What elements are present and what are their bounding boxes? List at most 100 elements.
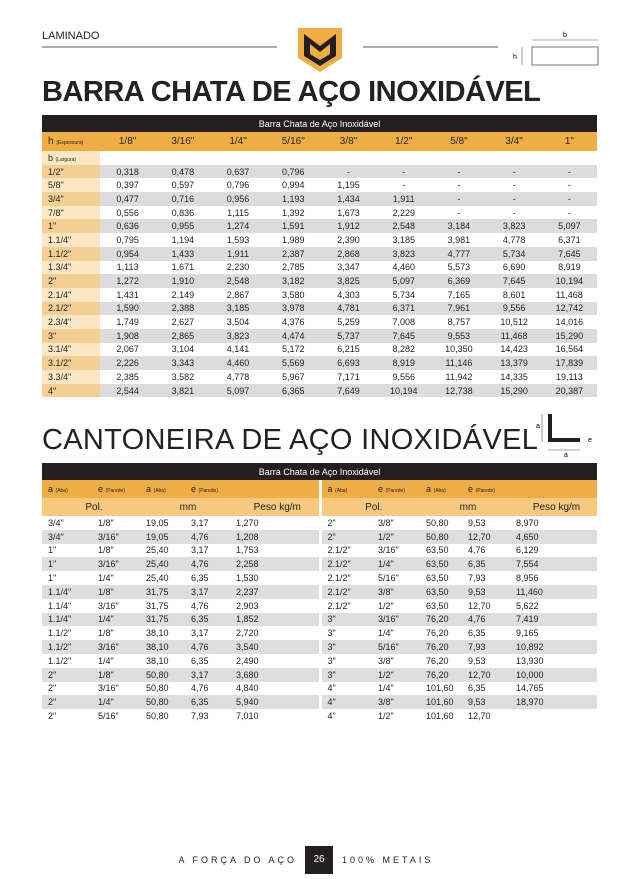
cell: 3,104 [171, 344, 195, 355]
cell: 1,593 [226, 234, 250, 245]
header-label: e [468, 484, 474, 494]
header-note: (Aba) [433, 488, 446, 494]
cell: 4" [318, 695, 372, 710]
header-note: (Aba) [55, 488, 68, 494]
cell: 9,53 [468, 655, 486, 666]
cell: 38,10 [146, 655, 169, 666]
cell: 3/8" [372, 584, 420, 599]
cell: 1/4" [98, 573, 114, 584]
table-row: 1.1/4" 3/16" 31,75 4,76 2,903 2.1/2" 1/2" 63,50… [42, 598, 597, 613]
cell: - [512, 207, 516, 218]
cell: 31,75 [140, 612, 185, 627]
cell: 10,350 [445, 344, 473, 355]
subheader: Pol. [42, 498, 140, 516]
cell: - [567, 207, 571, 218]
cell: 3,823 [486, 219, 542, 234]
header-cell: e (Parede) [185, 480, 230, 498]
cell: 4,76 [185, 640, 230, 654]
section-label: LAMINADO [42, 30, 100, 42]
table-row: 1.1/2" 0,954 1,433 1,911 2,387 2,868 3,823 4,77… [42, 246, 597, 261]
cell: 1,912 [320, 219, 377, 234]
table-caption: Barra Chata de Aço Inoxidável [42, 115, 597, 132]
cell: 0,956 [210, 192, 266, 206]
cell: 2,388 [155, 301, 211, 316]
cell: 9,53 [462, 695, 510, 710]
cell: 63,50 [426, 545, 449, 556]
empty-cell [542, 151, 597, 165]
cell: 1,908 [100, 328, 156, 343]
cell: 2,865 [155, 328, 211, 343]
header-cell: a (Aba) [420, 480, 462, 498]
header-label: a [426, 484, 432, 494]
cell: 5,573 [447, 262, 471, 273]
cell: 12,738 [431, 383, 487, 398]
cell: 3,821 [155, 383, 211, 398]
cell: 1/2" [378, 600, 394, 611]
row-label: 2.1/2" [42, 301, 100, 316]
cell: 0,954 [100, 246, 156, 261]
cell: 3,17 [191, 628, 209, 639]
empty-cell [210, 151, 265, 165]
cell: 2,627 [171, 317, 195, 328]
table: Barra Chata de Aço Inoxidável a (Aba) e (P… [42, 463, 598, 723]
cell: 1,749 [116, 317, 139, 328]
row-label: 1.1/4" [42, 233, 100, 247]
cell: 3/16" [92, 640, 140, 654]
table-caption: Barra Chata de Aço Inoxidável [42, 463, 598, 480]
header-note: (Aba) [153, 488, 166, 494]
cell: 2" [48, 683, 57, 694]
cell: 2" [318, 529, 372, 544]
header-graphics: b h [42, 28, 599, 72]
header-note: (Espessura) [56, 140, 84, 146]
cell: 3,504 [226, 317, 250, 328]
cell: 7,165 [447, 289, 471, 300]
cell: 6,365 [265, 383, 321, 398]
cell: 1,113 [116, 262, 139, 273]
table-row: 2" 1/4" 50,80 6,35 5,940 4" 3/8" 101,60 9,53 18,9… [42, 695, 598, 710]
cell: 6,35 [462, 557, 510, 572]
cell: 2" [42, 667, 92, 682]
cell: 3,582 [171, 371, 195, 382]
cell: - [431, 192, 487, 206]
cell: 3,978 [265, 301, 321, 316]
cell: 3" [318, 640, 372, 654]
row-label: 3" [42, 328, 100, 343]
cell: 1,852 [230, 612, 320, 627]
cell: 8,970 [516, 517, 539, 528]
cell: 50,80 [140, 695, 185, 710]
cell: 4,76 [191, 600, 209, 611]
cell: 5,097 [541, 219, 597, 234]
column-header: 5/8" [431, 132, 487, 151]
cell: 14,423 [500, 344, 528, 355]
cell: 1/4" [378, 683, 394, 694]
cell: 1" [42, 557, 92, 572]
cell: 14,765 [516, 683, 544, 694]
cell: 0,478 [155, 164, 211, 179]
cell: - [402, 180, 406, 191]
cell: 2,226 [100, 356, 156, 370]
cell: 0,796 [265, 164, 321, 179]
table: Barra Chata de Aço Inoxidável h (Espessur… [42, 115, 597, 398]
cell: 5,097 [376, 274, 432, 288]
cell: 3,17 [185, 584, 230, 599]
cell: 1,392 [282, 207, 305, 218]
table-row: 1" 3/16" 25,40 4,76 2,258 2.1/2" 1/4" 63,50 6,35… [42, 557, 598, 572]
cell: 50,80 [426, 517, 449, 528]
table-row: 3/4" 1/8" 19,05 3,17 1,270 2" 3/8" 50,80 9,53 8,9… [42, 516, 597, 530]
cell: 0,318 [100, 164, 156, 179]
cell: 7,93 [191, 711, 209, 722]
cell: 63,50 [426, 600, 449, 611]
cell: 8,919 [376, 356, 432, 370]
row-label: 3.3/4" [42, 370, 100, 384]
header-note: (Parede) [105, 488, 125, 494]
cell: 4,76 [185, 529, 230, 544]
cell: 6,35 [468, 683, 486, 694]
cell: 10,194 [541, 274, 597, 288]
cell: 0,795 [116, 234, 139, 245]
cell: 2,548 [376, 219, 432, 234]
cell: 1/2" [372, 529, 420, 544]
cell: 1,193 [265, 192, 321, 206]
cell: - [320, 164, 377, 179]
cell: 1,431 [116, 289, 139, 300]
